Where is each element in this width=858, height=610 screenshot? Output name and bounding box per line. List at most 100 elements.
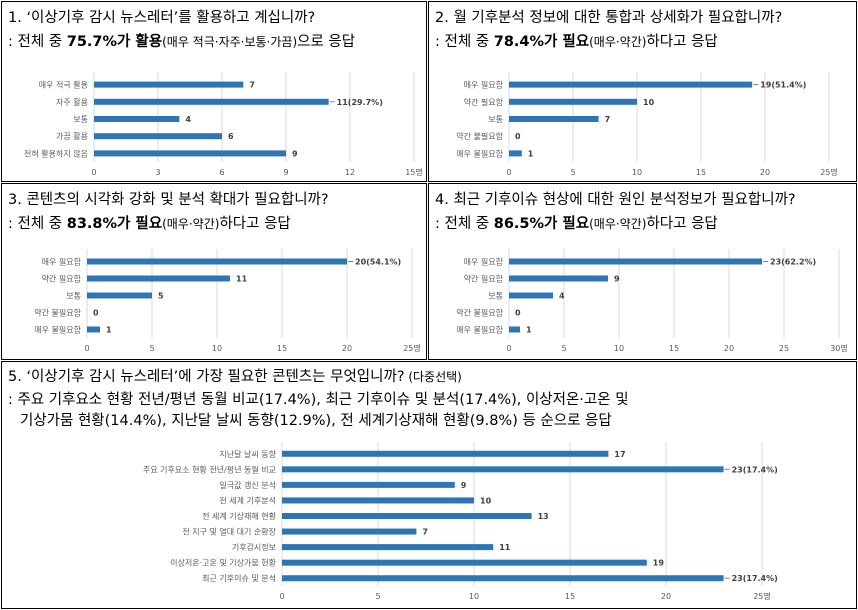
survey-panel-1: 1. ‘이상기후 감시 뉴스레터’를 활용하고 계십니까? : 전체 중 75.… [1, 1, 427, 182]
x-tick-label: 20 [724, 344, 734, 353]
category-label: 가끔 활용 [56, 131, 88, 141]
bar [282, 559, 647, 566]
x-tick-label: 0 [506, 344, 511, 353]
x-tick-label: 20 [661, 592, 671, 601]
category-label: 보통 [73, 115, 88, 124]
chart-5: 0 5 10 15 20 25명 지난달 날씨 동향 17 주요 기후요소 현황 전년/평년 동… [143, 442, 778, 601]
x-tick-label: 6 [219, 168, 224, 177]
value-label: 23(17.4%) [732, 465, 778, 474]
value-label: 23(17.4%) [732, 574, 778, 583]
bar [282, 466, 724, 473]
value-label: 1 [106, 326, 112, 335]
value-label: 11(29.7%) [337, 98, 383, 107]
x-tick-label: 3 [155, 168, 160, 177]
bar [94, 81, 244, 88]
x-tick-label: 25 [779, 344, 789, 353]
category-label: 매우 필요함 [42, 257, 82, 267]
category-label: 약간 필요함 [464, 274, 504, 284]
x-tick-label: 25명 [753, 591, 771, 601]
x-tick-label: 10 [614, 344, 624, 353]
category-label: 보통 [66, 292, 81, 301]
value-label: 20(54.1%) [355, 258, 401, 267]
category-label: 전혀 활용하지 않음 [24, 148, 88, 158]
survey-panel-2: 2. 월 기후분석 정보에 대한 통합과 상세화가 필요합니까? : 전체 중 … [428, 1, 857, 182]
bar [94, 116, 180, 122]
value-label: 1 [526, 326, 532, 335]
category-label: 매우 불필요함 [34, 325, 81, 335]
bar [282, 528, 417, 535]
value-label: 9 [461, 481, 467, 490]
x-tick-label: 0 [506, 168, 511, 177]
category-label: 매우 필요함 [464, 257, 504, 267]
bar [282, 450, 609, 457]
category-label: 보통 [488, 292, 503, 301]
bar [509, 116, 599, 122]
x-tick-label: 9 [283, 168, 288, 177]
category-label: 전 지구 및 열대 대기 순환장 [182, 527, 276, 537]
category-label: 최근 기후이슈 및 분석 [202, 573, 276, 583]
answer-4: : 전체 중 86.5%가 필요(매우·약간)하다고 응답 [435, 216, 718, 232]
x-tick-label: 25명 [820, 167, 838, 177]
value-label: 5 [158, 292, 164, 301]
answer-5-line-2: 기상가뭄 현황(14.4%), 지난달 날씨 동향(12.9%), 전 세계기상… [20, 413, 612, 429]
question-3: 3. 콘텐츠의 시각화 강화 및 분석 확대가 필요합니까? [8, 192, 329, 208]
category-label: 약간 불필요함 [456, 308, 503, 318]
bar [282, 513, 532, 519]
category-label: 전 세계 기상재해 현황 [202, 511, 277, 521]
question-4: 4. 최근 기후이슈 현상에 대한 원인 분석정보가 필요합니까? [435, 192, 796, 208]
bar [509, 150, 522, 157]
value-label: 6 [228, 132, 234, 141]
question-2: 2. 월 기후분석 정보에 대한 통합과 상세화가 필요합니까? [435, 10, 783, 26]
value-label: 0 [515, 309, 521, 318]
category-label: 매우 불필요함 [456, 325, 503, 335]
x-tick-label: 15 [565, 592, 575, 601]
value-label: 7 [605, 115, 611, 124]
category-label: 매우 적극 활용 [39, 80, 88, 90]
value-label: 19 [653, 559, 665, 568]
x-tick-label: 0 [84, 344, 89, 353]
value-label: 9 [292, 149, 298, 158]
x-tick-label: 15 [277, 344, 287, 353]
x-tick-label: 30명 [830, 343, 848, 353]
category-label: 자주 활용 [56, 97, 88, 107]
bar [509, 98, 637, 105]
value-label: 9 [614, 275, 620, 284]
category-label: 이상저온·고온 및 기상가뭄 현황 [170, 558, 276, 568]
category-label: 약간 불필요함 [456, 131, 503, 141]
x-tick-label: 10 [212, 344, 222, 353]
bar [509, 326, 520, 333]
survey-panel-3: 3. 콘텐츠의 시각화 강화 및 분석 확대가 필요합니까? : 전체 중 83… [1, 183, 427, 360]
bar [87, 258, 347, 265]
bar [282, 497, 474, 504]
answer-3: : 전체 중 83.8%가 필요(매우·약간)하다고 응답 [8, 216, 291, 232]
bar [509, 275, 608, 282]
x-tick-label: 20 [760, 168, 770, 177]
category-label: 보통 [488, 115, 503, 124]
value-label: 4 [185, 115, 191, 124]
answer-1: : 전체 중 75.7%가 활용(매우 적극·자주·보통·가끔)으로 응답 [8, 34, 356, 50]
x-tick-label: 5 [570, 168, 575, 177]
x-tick-label: 25명 [403, 343, 421, 353]
bar [94, 133, 222, 140]
category-label: 약간 불필요함 [34, 308, 81, 318]
question-1: 1. ‘이상기후 감시 뉴스레터’를 활용하고 계십니까? [8, 10, 316, 26]
value-label: 11 [499, 543, 511, 552]
bar [87, 275, 230, 282]
x-tick-label: 5 [561, 344, 566, 353]
survey-panel-4: 4. 최근 기후이슈 현상에 대한 원인 분석정보가 필요합니까? : 전체 중… [428, 183, 857, 360]
bar [509, 258, 762, 265]
survey-panel-5: 5. ‘이상기후 감시 뉴스레터’에 가장 필요한 콘텐츠는 무엇입니까? (다… [1, 361, 857, 609]
chart-1: 0 3 6 9 12 15명 매우 적극 활용 7 자주 활용 11(29.7%) 보통 4 가끔 활용… [24, 72, 423, 177]
bar [282, 544, 494, 551]
x-tick-label: 0 [91, 168, 96, 177]
x-tick-label: 10 [632, 168, 642, 177]
category-label: 주요 기후요소 현황 전년/평년 동월 비교 [143, 464, 276, 474]
bar [87, 326, 100, 333]
x-tick-label: 5 [375, 592, 380, 601]
bar [282, 575, 724, 582]
x-tick-label: 0 [279, 592, 284, 601]
category-label: 매우 필요함 [464, 80, 504, 90]
